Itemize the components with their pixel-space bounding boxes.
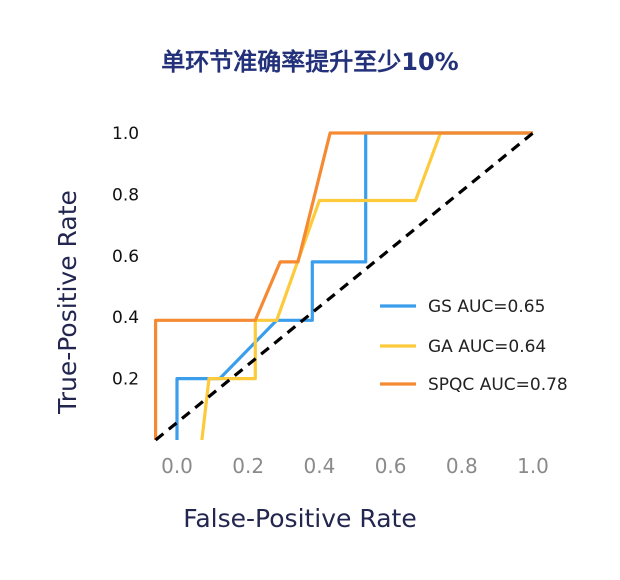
ticks-layer: 0.2 0.4 0.6 0.8 1.0 0.0 0.2 0.4 0.6 0.8 1.0 bbox=[112, 124, 549, 478]
roc-line-1 bbox=[175, 131, 533, 440]
y-tick-label: 1.0 bbox=[112, 124, 139, 144]
roc-line-3 bbox=[154, 131, 533, 440]
y-tick-label: 0.8 bbox=[112, 185, 139, 205]
legend-label: SPQC AUC=0.78 bbox=[428, 375, 568, 395]
x-tick-label: 0.4 bbox=[303, 454, 335, 478]
roc-line-2 bbox=[200, 131, 533, 441]
legend-label: GA AUC=0.64 bbox=[428, 337, 546, 357]
x-axis-label: False-Positive Rate bbox=[183, 504, 416, 533]
legend-label: GS AUC=0.65 bbox=[428, 297, 545, 317]
legend: GS AUC=0.65 GA AUC=0.64 SPQC AUC=0.78 bbox=[380, 297, 568, 395]
chance-diagonal-line bbox=[154, 131, 535, 442]
lines-layer bbox=[154, 131, 535, 442]
x-tick-label: 1.0 bbox=[517, 454, 549, 478]
y-axis-label: True-Positive Rate bbox=[53, 190, 82, 415]
x-tick-label: 0.8 bbox=[446, 454, 478, 478]
chart-title: 单环节准确率提升至少10% bbox=[161, 48, 458, 76]
x-tick-label: 0.6 bbox=[375, 454, 407, 478]
x-tick-label: 0.2 bbox=[232, 454, 264, 478]
y-tick-label: 0.2 bbox=[112, 370, 139, 390]
y-tick-label: 0.4 bbox=[112, 308, 139, 328]
y-tick-label: 0.6 bbox=[112, 247, 139, 267]
x-tick-label: 0.0 bbox=[161, 454, 193, 478]
